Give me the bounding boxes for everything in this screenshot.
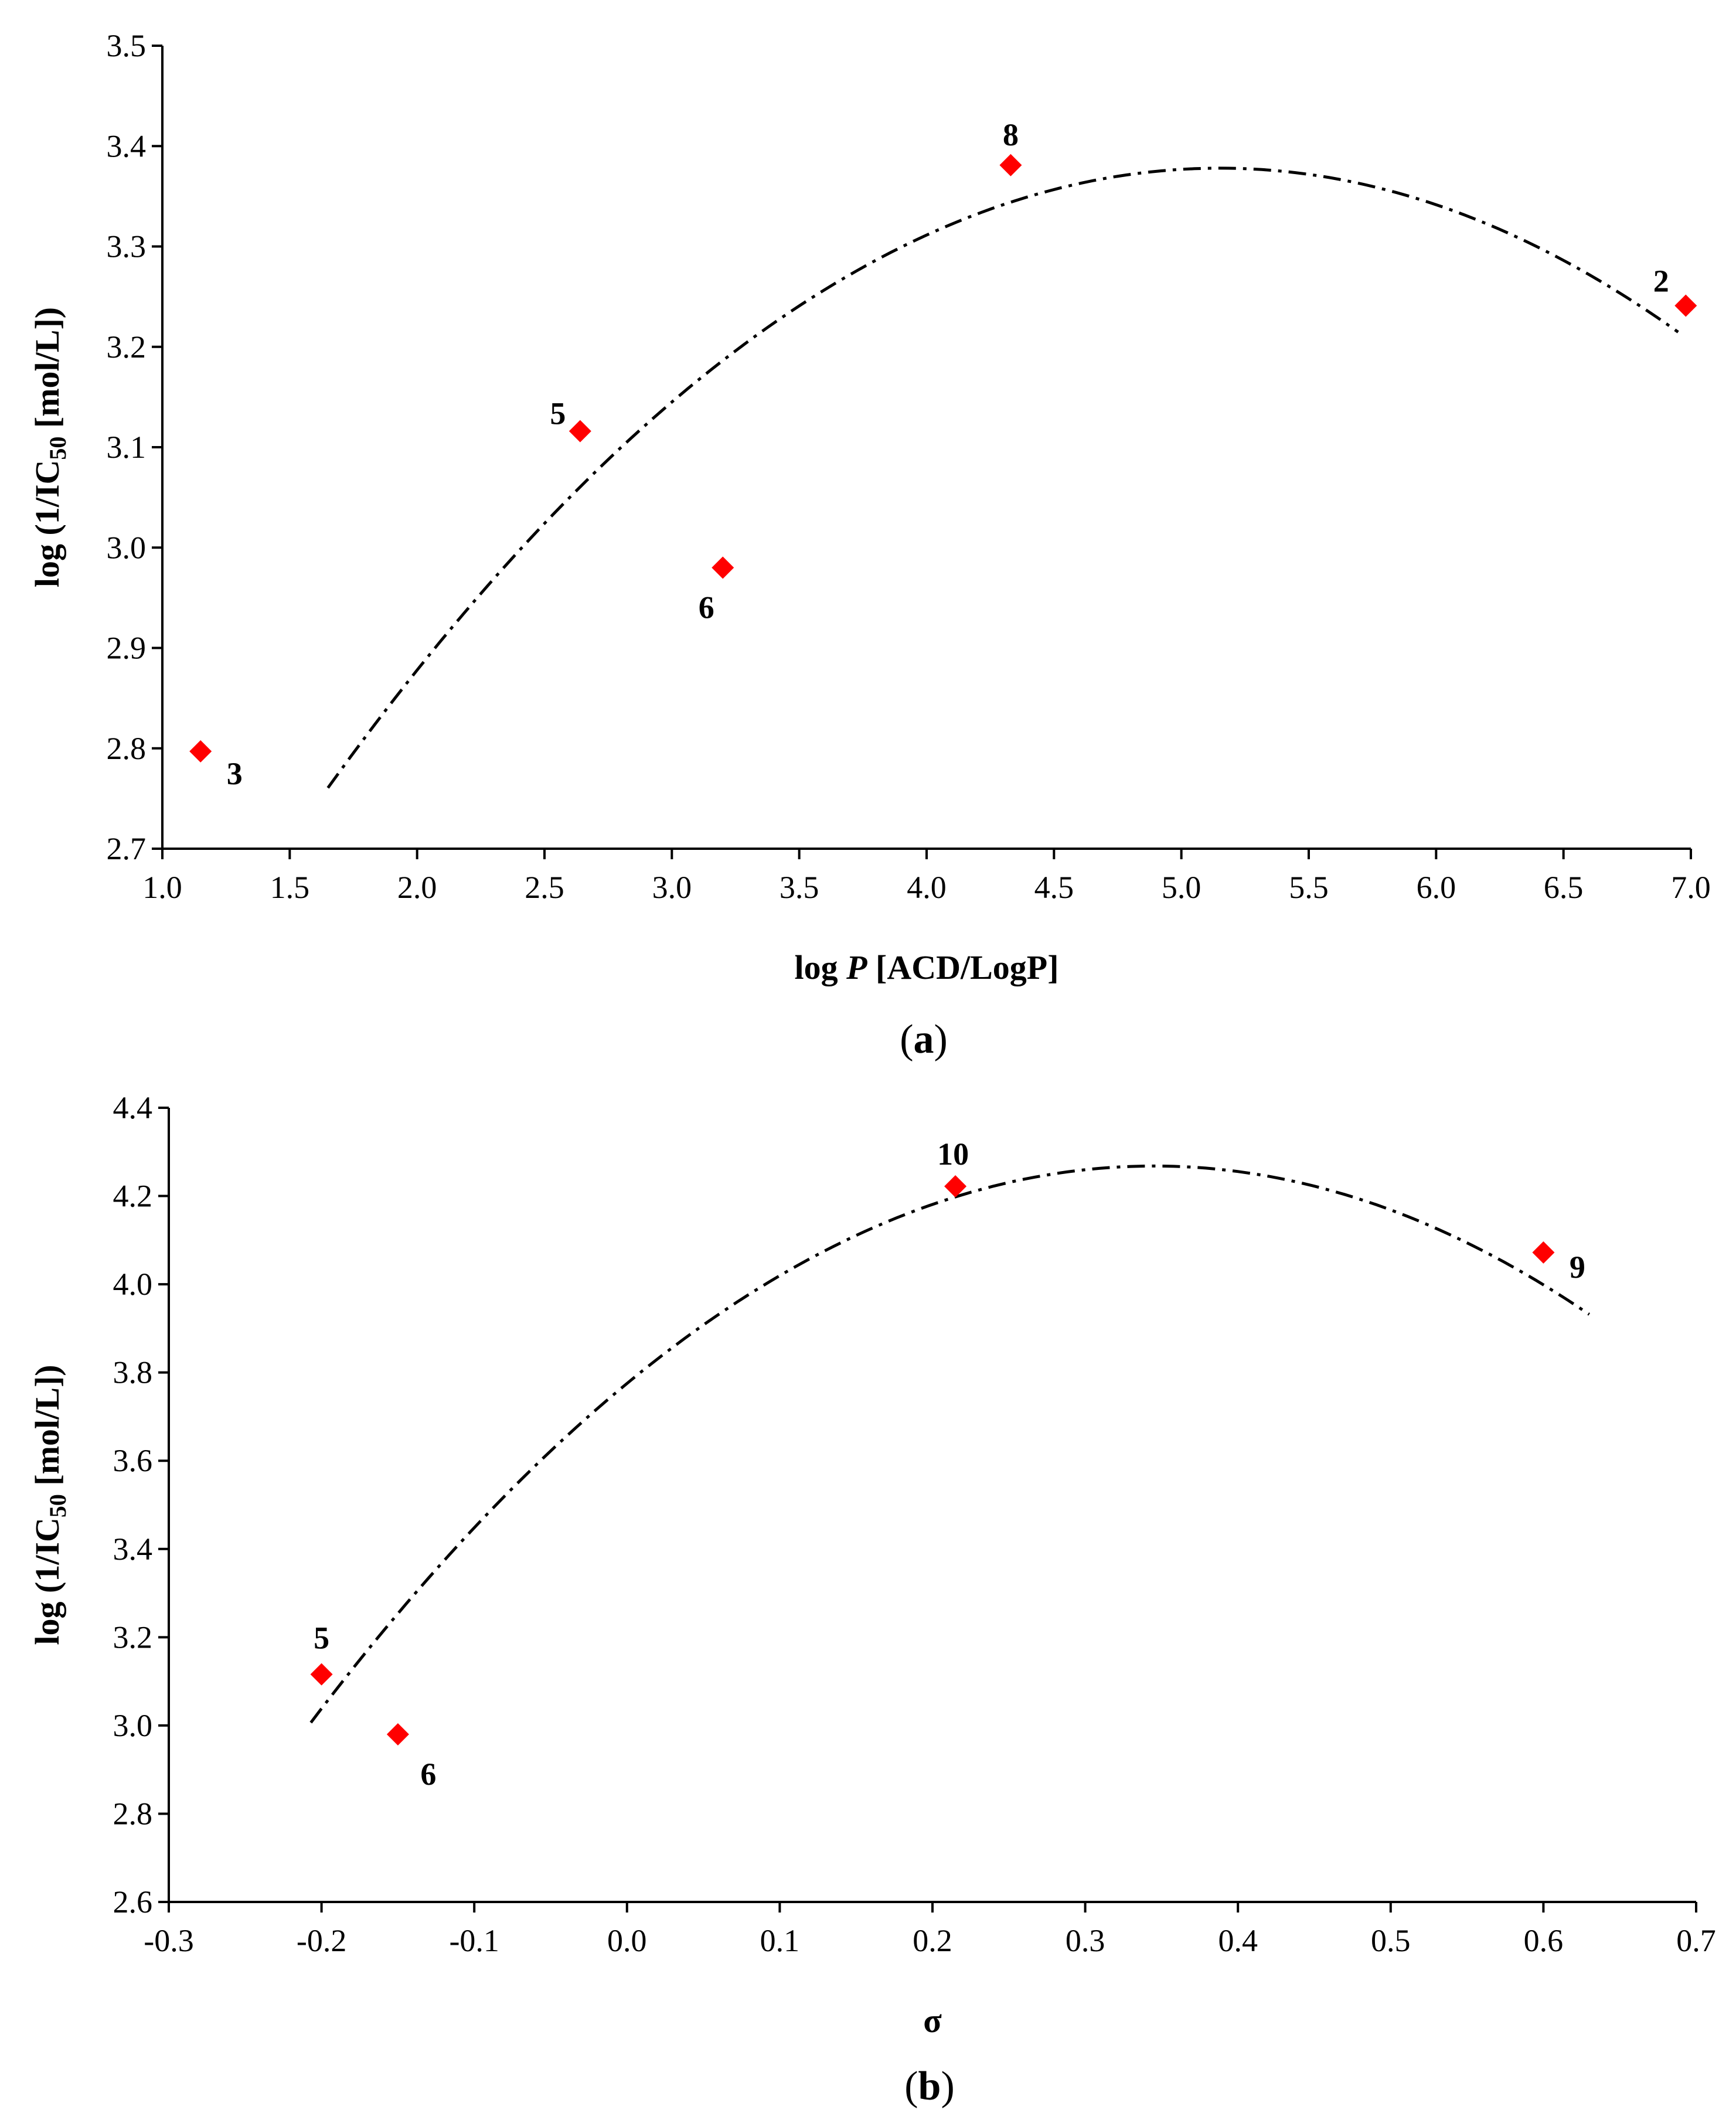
- y-axis-title-prefix: log (1/IC: [28, 460, 66, 588]
- x-tick-label: 0.4: [1218, 1923, 1258, 1958]
- x-tick-label: 1.5: [270, 870, 310, 905]
- data-point-10: [944, 1175, 967, 1197]
- point-label-6: 6: [420, 1757, 436, 1792]
- y-tick-label: 2.8: [113, 1796, 153, 1831]
- y-axis-title: log (1/IC50 [mol/L]): [28, 307, 71, 587]
- point-label-6: 6: [699, 590, 714, 625]
- y-tick-label: 3.2: [107, 329, 147, 365]
- y-tick-label: 2.7: [107, 831, 147, 866]
- fit-curve: [309, 1164, 1590, 1724]
- y-axis-title: log (1/IC50 [mol/L]): [28, 1364, 71, 1645]
- y-tick-label: 2.8: [107, 731, 147, 766]
- panel-label-open: (: [904, 2064, 918, 2109]
- panel-label-close: ): [934, 1017, 948, 1062]
- panel-label-open: (: [900, 1017, 913, 1062]
- x-tick-label: 0.2: [913, 1923, 952, 1958]
- point-label-5: 5: [550, 396, 566, 431]
- y-tick-label: 3.0: [113, 1708, 153, 1743]
- y-tick-label: 3.8: [113, 1355, 153, 1390]
- x-axis-title-italic: P: [846, 948, 867, 986]
- data-point-3: [189, 740, 212, 763]
- x-tick-label: 7.0: [1671, 870, 1711, 905]
- x-tick-label: -0.1: [449, 1923, 499, 1958]
- y-tick-label: 3.2: [113, 1619, 153, 1655]
- panel-label-letter: a: [914, 1017, 934, 1062]
- x-tick-label: 0.7: [1676, 1923, 1716, 1958]
- y-tick-label: 3.0: [107, 530, 147, 565]
- x-tick-label: -0.3: [144, 1923, 193, 1958]
- x-tick-label: 5.0: [1162, 870, 1201, 905]
- point-label-3: 3: [227, 756, 243, 791]
- x-tick-label: 3.5: [780, 870, 819, 905]
- y-tick-label: 4.0: [113, 1267, 153, 1302]
- data-point-6: [386, 1723, 409, 1745]
- y-tick-label: 2.6: [113, 1884, 153, 1920]
- y-tick-label: 3.6: [113, 1443, 153, 1478]
- y-axis-title-subscript: 50: [45, 1494, 71, 1517]
- x-tick-label: 0.5: [1371, 1923, 1411, 1958]
- panel-label: (a): [900, 1017, 948, 1062]
- x-tick-label: 0.0: [607, 1923, 647, 1958]
- x-tick-label: 4.0: [907, 870, 947, 905]
- panel-label: (b): [904, 2064, 955, 2109]
- x-tick-label: 2.0: [397, 870, 437, 905]
- data-point-9: [1532, 1241, 1555, 1264]
- x-tick-label: 3.0: [652, 870, 692, 905]
- panel-label-close: ): [941, 2064, 954, 2109]
- x-tick-label: 6.5: [1544, 870, 1584, 905]
- y-tick-label: 3.4: [113, 1532, 153, 1567]
- x-tick-label: 2.5: [525, 870, 564, 905]
- chart-panel-a: 2.7 2.8 2.9 3.0 3.1 3.2 3.3 3.4 3.5 1.0 1.5 2.0 2.5 3…: [28, 28, 1711, 1062]
- y-axis-title-suffix: [mol/L]): [28, 1364, 66, 1494]
- point-label-5: 5: [314, 1621, 329, 1656]
- y-tick-label: 3.3: [107, 229, 147, 264]
- x-tick-label: 6.0: [1417, 870, 1456, 905]
- data-point-6: [712, 556, 734, 579]
- fit-curve: [326, 166, 1679, 789]
- y-axis-title-suffix: [mol/L]): [28, 307, 66, 437]
- data-point-8: [999, 154, 1022, 176]
- x-tick-label: 0.6: [1524, 1923, 1564, 1958]
- y-tick-label: 3.1: [107, 430, 147, 465]
- y-tick-label: 2.9: [107, 631, 147, 666]
- data-point-5: [310, 1663, 333, 1686]
- panel-label-letter: b: [918, 2064, 941, 2109]
- x-tick-label: 5.5: [1289, 870, 1329, 905]
- x-tick-label: -0.2: [297, 1923, 346, 1958]
- data-point-5: [569, 420, 591, 443]
- point-label-2: 2: [1653, 264, 1669, 299]
- y-axis-title-subscript: 50: [45, 437, 71, 460]
- x-tick-label: 0.3: [1066, 1923, 1105, 1958]
- y-tick-label: 4.2: [113, 1179, 153, 1214]
- x-axis-title-prefix: log: [794, 948, 846, 986]
- y-axis-title-prefix: log (1/IC: [28, 1517, 66, 1645]
- point-label-9: 9: [1570, 1250, 1585, 1285]
- x-tick-label: 1.0: [142, 870, 182, 905]
- x-tick-label: 4.5: [1034, 870, 1074, 905]
- x-axis-title: σ: [923, 2002, 942, 2040]
- data-point-2: [1674, 294, 1697, 317]
- x-tick-label: 0.1: [760, 1923, 800, 1958]
- y-tick-label: 3.5: [107, 28, 147, 63]
- chart-panel-b: 2.6 2.8 3.0 3.2 3.4 3.6 3.8 4.0 4.2 4.4 -0.3 -0.2 -0…: [28, 1090, 1716, 2109]
- point-label-8: 8: [1003, 117, 1019, 152]
- y-tick-label: 3.4: [107, 128, 147, 164]
- y-tick-label: 4.4: [113, 1090, 153, 1125]
- point-label-10: 10: [937, 1136, 969, 1172]
- x-axis-title: log P [ACD/LogP]: [794, 948, 1058, 986]
- x-axis-title-suffix: [ACD/LogP]: [867, 948, 1059, 986]
